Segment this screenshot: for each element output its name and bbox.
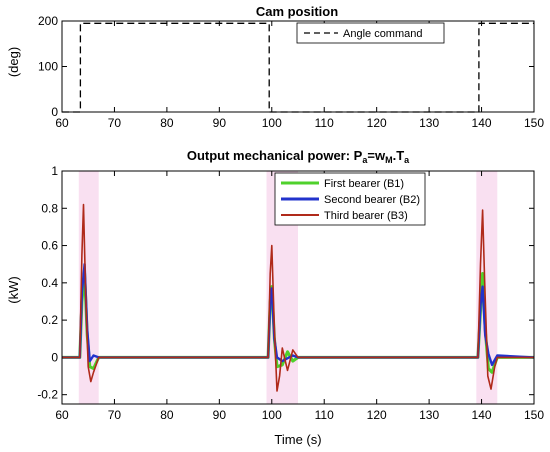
- x-tick-label: 150: [524, 116, 544, 130]
- legend-label-third-bearer: Third bearer (B3): [324, 210, 408, 222]
- x-tick-label: 60: [55, 116, 69, 130]
- y-tick-label: 100: [38, 60, 58, 74]
- x-axis-label: Time (s): [274, 432, 321, 447]
- x-tick-label: 110: [315, 408, 334, 422]
- legend: Angle command: [296, 22, 445, 44]
- mechanical-power-chart: Output mechanical power: Pa=wM.Ta (kW) T…: [6, 148, 544, 447]
- y-tick-label: 200: [38, 14, 58, 28]
- x-tick-label: 80: [160, 116, 174, 130]
- legend-box: [296, 22, 445, 44]
- cam-position-chart: Cam position (deg) 60 70 80 90 100 110 120 130 1…: [6, 4, 544, 130]
- plot-frame: [61, 20, 535, 113]
- x-tick-label: 150: [524, 408, 544, 422]
- legend-label-second-bearer: Second bearer (B2): [324, 194, 420, 206]
- x-tick-label: 110: [315, 116, 334, 130]
- chart-title-power: Output mechanical power: Pa=wM.Ta: [187, 148, 410, 165]
- x-tick-label: 140: [472, 408, 492, 422]
- x-tick-label: 130: [419, 408, 439, 422]
- y-tick-label: 0.8: [41, 201, 58, 215]
- y-tick-label: 0.6: [41, 239, 58, 253]
- series-group: [62, 22, 534, 113]
- x-tick-label: 140: [472, 116, 492, 130]
- legend-label-first-bearer: First bearer (B1): [324, 178, 404, 190]
- y-tick-label: -0.2: [37, 388, 58, 402]
- y-axis-label-power: (kW): [6, 276, 21, 303]
- x-tick-label: 120: [367, 116, 387, 130]
- y-tick-label: 1: [51, 164, 58, 178]
- x-tick-label: 100: [262, 408, 282, 422]
- chart-title: Cam position: [256, 4, 338, 19]
- x-tick-label: 90: [213, 408, 227, 422]
- legend-power: First bearer (B1) Second bearer (B2) Thi…: [274, 172, 426, 226]
- tick-group: 60 70 80 90 100 110 120 130 140 150 0 100 200: [38, 14, 544, 130]
- y-tick-label: 0.2: [41, 313, 58, 327]
- x-tick-label: 100: [262, 116, 282, 130]
- x-tick-label: 90: [213, 116, 227, 130]
- series-line-third-bearer-b3: [62, 203, 534, 392]
- x-tick-label: 70: [108, 116, 122, 130]
- x-tick-label: 70: [108, 408, 122, 422]
- tick-group-power: 60 70 80 90 100 110 120 130 140 150 -0.2 0 0.2 0.4 0.6…: [37, 164, 544, 422]
- y-tick-label: 0.4: [41, 276, 58, 290]
- y-tick-label: 0: [51, 105, 58, 119]
- y-axis-label: (deg): [6, 47, 21, 77]
- y-tick-label: 0: [51, 350, 58, 364]
- x-tick-label: 80: [160, 408, 174, 422]
- x-tick-label: 120: [367, 408, 387, 422]
- series-group-power: [62, 203, 535, 392]
- series-line-angle-command: [62, 22, 534, 113]
- plot-frame-power: [61, 170, 535, 405]
- x-tick-label: 130: [419, 116, 439, 130]
- legend-label-angle-command: Angle command: [343, 28, 423, 40]
- x-tick-label: 60: [55, 408, 69, 422]
